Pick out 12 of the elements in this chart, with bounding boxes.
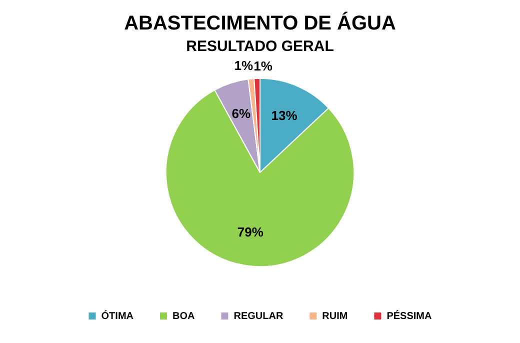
legend-label: PÉSSIMA [386,310,432,322]
legend-label: RUIM [322,310,348,322]
legend-label: BOA [172,310,195,322]
legend-label: REGULAR [234,310,284,322]
data-label: 1% [254,58,273,74]
data-label: 6% [232,106,251,121]
chart-title: ABASTECIMENTO DE ÁGUA [124,12,396,35]
chart-subtitle: RESULTADO GERAL [186,38,334,56]
data-label: 79% [237,224,264,240]
data-label: 1% [234,58,254,74]
data-label: 13% [271,108,298,123]
legend-label: ÓTIMA [101,310,134,322]
